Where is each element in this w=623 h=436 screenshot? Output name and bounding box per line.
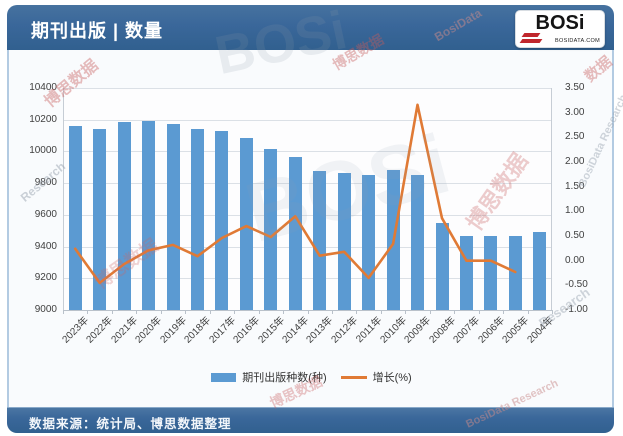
legend-item-bars: 期刊出版种数(种) — [211, 369, 327, 385]
legend-line-swatch — [340, 375, 367, 379]
bar-2013年 — [313, 170, 327, 310]
x-tick — [160, 310, 162, 314]
legend-bar-label: 期刊出版种数(种) — [242, 372, 327, 384]
gridline — [63, 88, 552, 89]
bar-2006年 — [484, 235, 498, 310]
x-tick — [429, 310, 431, 314]
x-tick — [111, 310, 113, 314]
gridline — [63, 151, 552, 153]
bar-2011年 — [362, 175, 376, 310]
bar-2014年 — [288, 156, 302, 310]
legend-item-line: 增长(%) — [340, 369, 412, 385]
bar-2018年 — [191, 129, 204, 310]
bosi-logo-text: BOSi — [535, 12, 585, 34]
x-tick — [185, 310, 187, 314]
header-bar: 期刊出版 | 数量 BOSi BOSIDATA.COM — [7, 5, 614, 50]
left-axis-tick-label: 9200 — [34, 272, 57, 284]
gridline — [63, 183, 552, 185]
gridline — [63, 278, 552, 280]
bosi-logo: BOSi BOSIDATA.COM — [515, 10, 605, 48]
right-axis-tick-label: 3.00 — [565, 106, 585, 118]
bar-2023年 — [68, 125, 82, 310]
right-axis-tick-label: -0.50 — [565, 279, 588, 291]
logo-stripe-icon — [521, 33, 541, 37]
plot-area — [63, 88, 553, 314]
right-axis-tick-label: 3.50 — [565, 82, 585, 93]
secondary-axis-line — [551, 88, 552, 310]
x-tick — [380, 310, 382, 314]
legend-bar-swatch — [211, 372, 237, 382]
x-tick — [552, 310, 553, 314]
bar-2020年 — [142, 121, 156, 310]
left-axis-tick-label: 9000 — [34, 304, 57, 315]
left-axis-tick-label: 10200 — [29, 113, 57, 125]
gridline — [63, 214, 552, 216]
left-axis-tick-label: 9600 — [34, 208, 57, 220]
x-tick — [136, 310, 138, 314]
x-tick — [405, 310, 407, 314]
y-axis-line — [63, 88, 64, 310]
x-tick — [454, 310, 456, 314]
x-tick — [234, 310, 236, 314]
left-axis-tick-label: 10000 — [29, 145, 57, 157]
left-axis-tick-label: 9400 — [34, 240, 57, 252]
x-tick — [331, 310, 333, 314]
x-tick — [503, 310, 505, 314]
chart-legend: 期刊出版种数(种) 增长(%) — [0, 369, 623, 385]
footer-bar: 数据来源：统计局、博思数据整理 — [7, 407, 614, 433]
x-tick — [478, 310, 480, 314]
right-axis-tick-label: 0.00 — [565, 254, 585, 266]
bosi-logo-domain: BOSIDATA.COM — [555, 38, 600, 44]
gridline — [63, 119, 552, 121]
x-tick — [87, 310, 89, 314]
bar-2009年 — [411, 175, 424, 310]
right-axis-tick-label: 1.00 — [565, 205, 585, 217]
data-source-note: 数据来源：统计局、博思数据整理 — [29, 417, 232, 431]
bar-2016年 — [239, 138, 253, 310]
legend-line-label: 增长(%) — [372, 372, 412, 384]
bar-2017年 — [215, 130, 229, 310]
gridline — [63, 246, 552, 248]
bar-2022年 — [93, 129, 107, 310]
left-axis-tick-label: 10400 — [29, 82, 57, 93]
right-axis-tick-label: 1.50 — [565, 180, 585, 192]
bar-2015年 — [264, 149, 278, 310]
bar-2012年 — [337, 172, 351, 310]
right-axis-tick-label: -1.00 — [565, 304, 588, 315]
x-tick — [209, 310, 211, 314]
right-axis-tick-label: 2.50 — [565, 131, 585, 143]
bar-2008年 — [435, 222, 449, 310]
right-axis-tick-label: 0.50 — [565, 230, 585, 241]
growth-line-series — [73, 103, 517, 285]
x-tick — [283, 310, 284, 314]
right-axis-tick-label: 2.00 — [565, 156, 585, 167]
left-axis-tick-label: 9800 — [34, 177, 57, 189]
x-tick — [356, 310, 358, 314]
x-tick — [258, 310, 260, 314]
bar-2004年 — [533, 232, 547, 310]
bar-2019年 — [166, 124, 180, 310]
logo-stripe-icon — [519, 39, 543, 43]
x-tick — [63, 310, 64, 314]
x-tick — [307, 310, 309, 314]
page-title: 期刊出版 | 数量 — [31, 21, 164, 41]
x-tick — [527, 310, 529, 314]
